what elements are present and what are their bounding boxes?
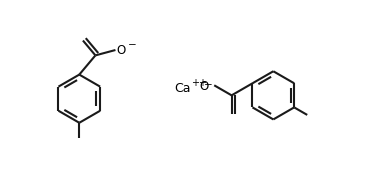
Text: O: O (117, 43, 126, 56)
Text: −: − (128, 40, 137, 50)
Text: ++: ++ (191, 78, 207, 88)
Text: −: − (204, 80, 213, 90)
Text: O: O (199, 80, 208, 93)
Text: Ca: Ca (175, 82, 191, 95)
